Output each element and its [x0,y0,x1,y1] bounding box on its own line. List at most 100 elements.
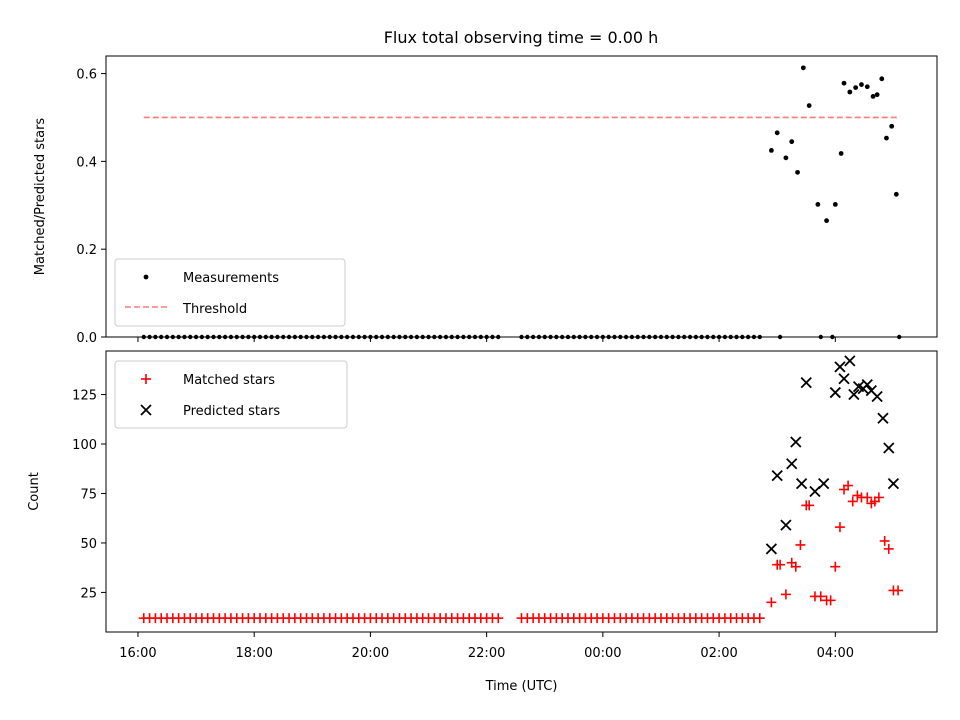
measurement-point [734,334,739,340]
measurement-point [658,334,664,340]
x-mark-b [838,373,850,385]
measurement-point [385,334,391,340]
measurement-point [339,334,344,340]
measurement-point [751,334,757,340]
measurement-point [806,103,812,109]
measurement-point [281,334,286,340]
measurement-point [455,334,460,340]
legend-marker-matched [141,374,151,384]
measurement-point [768,147,774,153]
measurement-point [525,334,530,340]
measurement-point [682,334,687,340]
measurement-point [705,334,710,340]
measurement-point [426,334,431,340]
legend-marker-predicted [140,404,152,416]
measurement-point [879,76,885,82]
predicted-star-point [800,377,812,389]
measurement-point [466,334,472,340]
measurement-point [147,334,152,340]
bottom-panel-counts: 16:00 18:00 20:00 22:00 00:00 02:00 04:00 25 50 7… [27,350,938,694]
measurement-point [577,334,582,340]
matched-star-point [893,585,904,596]
x-mark-b [883,442,895,454]
measurement-point [687,334,693,340]
predicted-star-point [871,390,883,403]
measurement-point [853,85,859,91]
predicted-star-point [877,412,889,424]
measurement-point [740,334,745,340]
measurement-point [449,334,454,340]
matched-star-point [790,561,801,572]
x-mark-b [800,377,812,389]
measurement-point [635,334,640,340]
measurement-point [205,334,210,340]
predicted-star-point [829,386,841,399]
x-tick-label: 18:00 [235,646,272,661]
predicted-star-point [844,355,856,367]
x-tick-label: 20:00 [352,646,389,661]
matched-star-point [873,492,884,503]
y-tick-label: 75 [80,487,97,502]
measurement-point [647,334,652,340]
matched-star-point [879,535,890,546]
measurement-point [789,139,795,145]
x-mark-b [887,477,900,490]
matched-star-point [825,595,836,606]
legend-label-threshold: Threshold [182,302,247,317]
measurement-point [795,169,800,175]
measurement-point [263,334,269,340]
measurement-point [176,334,181,340]
x-mark-b [771,470,783,482]
x-mark-b [780,519,792,531]
measurement-point [559,334,565,340]
y-tick-label: 25 [80,586,97,601]
y-tick-label: 125 [72,389,97,404]
predicted-star-point [834,361,846,373]
matched-star-point [843,480,854,491]
matched-star-point [834,522,845,533]
measurement-point [893,191,899,197]
measurement-point [606,334,611,340]
measurement-point [496,334,501,340]
measurement-point [141,334,146,340]
matched-star-point [775,559,786,570]
measurement-point [583,334,588,340]
predicted-star-point [838,373,850,385]
measurement-point [818,334,823,340]
measurement-point [728,334,733,340]
figure-title: Flux total observing time = 0.00 h [384,28,659,47]
measurement-point [286,334,292,340]
measurement-point [228,334,234,340]
x-mark-b [818,477,830,490]
measurement-point [490,334,495,340]
measurement-point [234,334,239,340]
matched-star-point [795,539,806,550]
measurement-point [815,202,821,207]
predicted-star-point [780,519,792,531]
y-tick-label: 0.6 [76,68,97,83]
measurement-point [554,334,559,340]
measurement-point [623,334,629,340]
measurement-point [472,334,478,340]
predicted-star-point [795,477,808,490]
measurement-point [841,80,847,86]
x-tick-label: 02:00 [700,646,737,661]
measurement-point [292,334,298,340]
measurement-point [884,135,889,141]
measurement-point [629,334,635,340]
legend-box [114,360,348,429]
measurement-point [443,334,449,340]
legend-label-matched: Matched stars [183,373,275,388]
measurement-point [344,334,350,340]
measurement-point [327,334,332,340]
measurement-point [889,123,895,129]
x-tick-label: 00:00 [584,646,621,661]
measurement-point [874,92,880,98]
measurement-point [257,334,263,340]
measurement-point [664,334,669,340]
measurement-point [618,334,623,340]
x-mark-b [765,543,778,555]
measurement-point [379,334,385,340]
y-tick-label: 0.0 [76,331,97,346]
measurement-point [824,218,829,224]
